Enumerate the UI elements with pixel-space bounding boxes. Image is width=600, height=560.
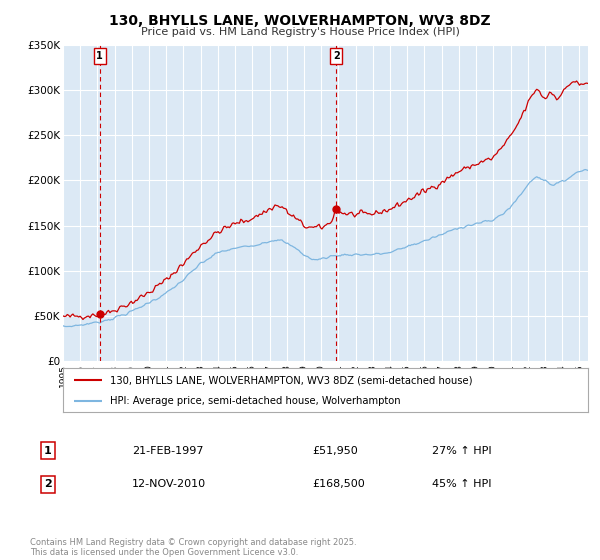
- Text: 2: 2: [333, 51, 340, 61]
- Text: 45% ↑ HPI: 45% ↑ HPI: [432, 479, 491, 489]
- Text: 21-FEB-1997: 21-FEB-1997: [132, 446, 203, 456]
- Text: £168,500: £168,500: [312, 479, 365, 489]
- Text: 1: 1: [44, 446, 52, 456]
- Text: 27% ↑ HPI: 27% ↑ HPI: [432, 446, 491, 456]
- Text: 1: 1: [96, 51, 103, 61]
- Text: 2: 2: [44, 479, 52, 489]
- Text: £51,950: £51,950: [312, 446, 358, 456]
- Text: Price paid vs. HM Land Registry's House Price Index (HPI): Price paid vs. HM Land Registry's House …: [140, 27, 460, 37]
- Text: 12-NOV-2010: 12-NOV-2010: [132, 479, 206, 489]
- Text: 130, BHYLLS LANE, WOLVERHAMPTON, WV3 8DZ (semi-detached house): 130, BHYLLS LANE, WOLVERHAMPTON, WV3 8DZ…: [110, 375, 473, 385]
- Text: HPI: Average price, semi-detached house, Wolverhampton: HPI: Average price, semi-detached house,…: [110, 396, 401, 405]
- Text: 130, BHYLLS LANE, WOLVERHAMPTON, WV3 8DZ: 130, BHYLLS LANE, WOLVERHAMPTON, WV3 8DZ: [109, 14, 491, 28]
- Text: Contains HM Land Registry data © Crown copyright and database right 2025.
This d: Contains HM Land Registry data © Crown c…: [30, 538, 356, 557]
